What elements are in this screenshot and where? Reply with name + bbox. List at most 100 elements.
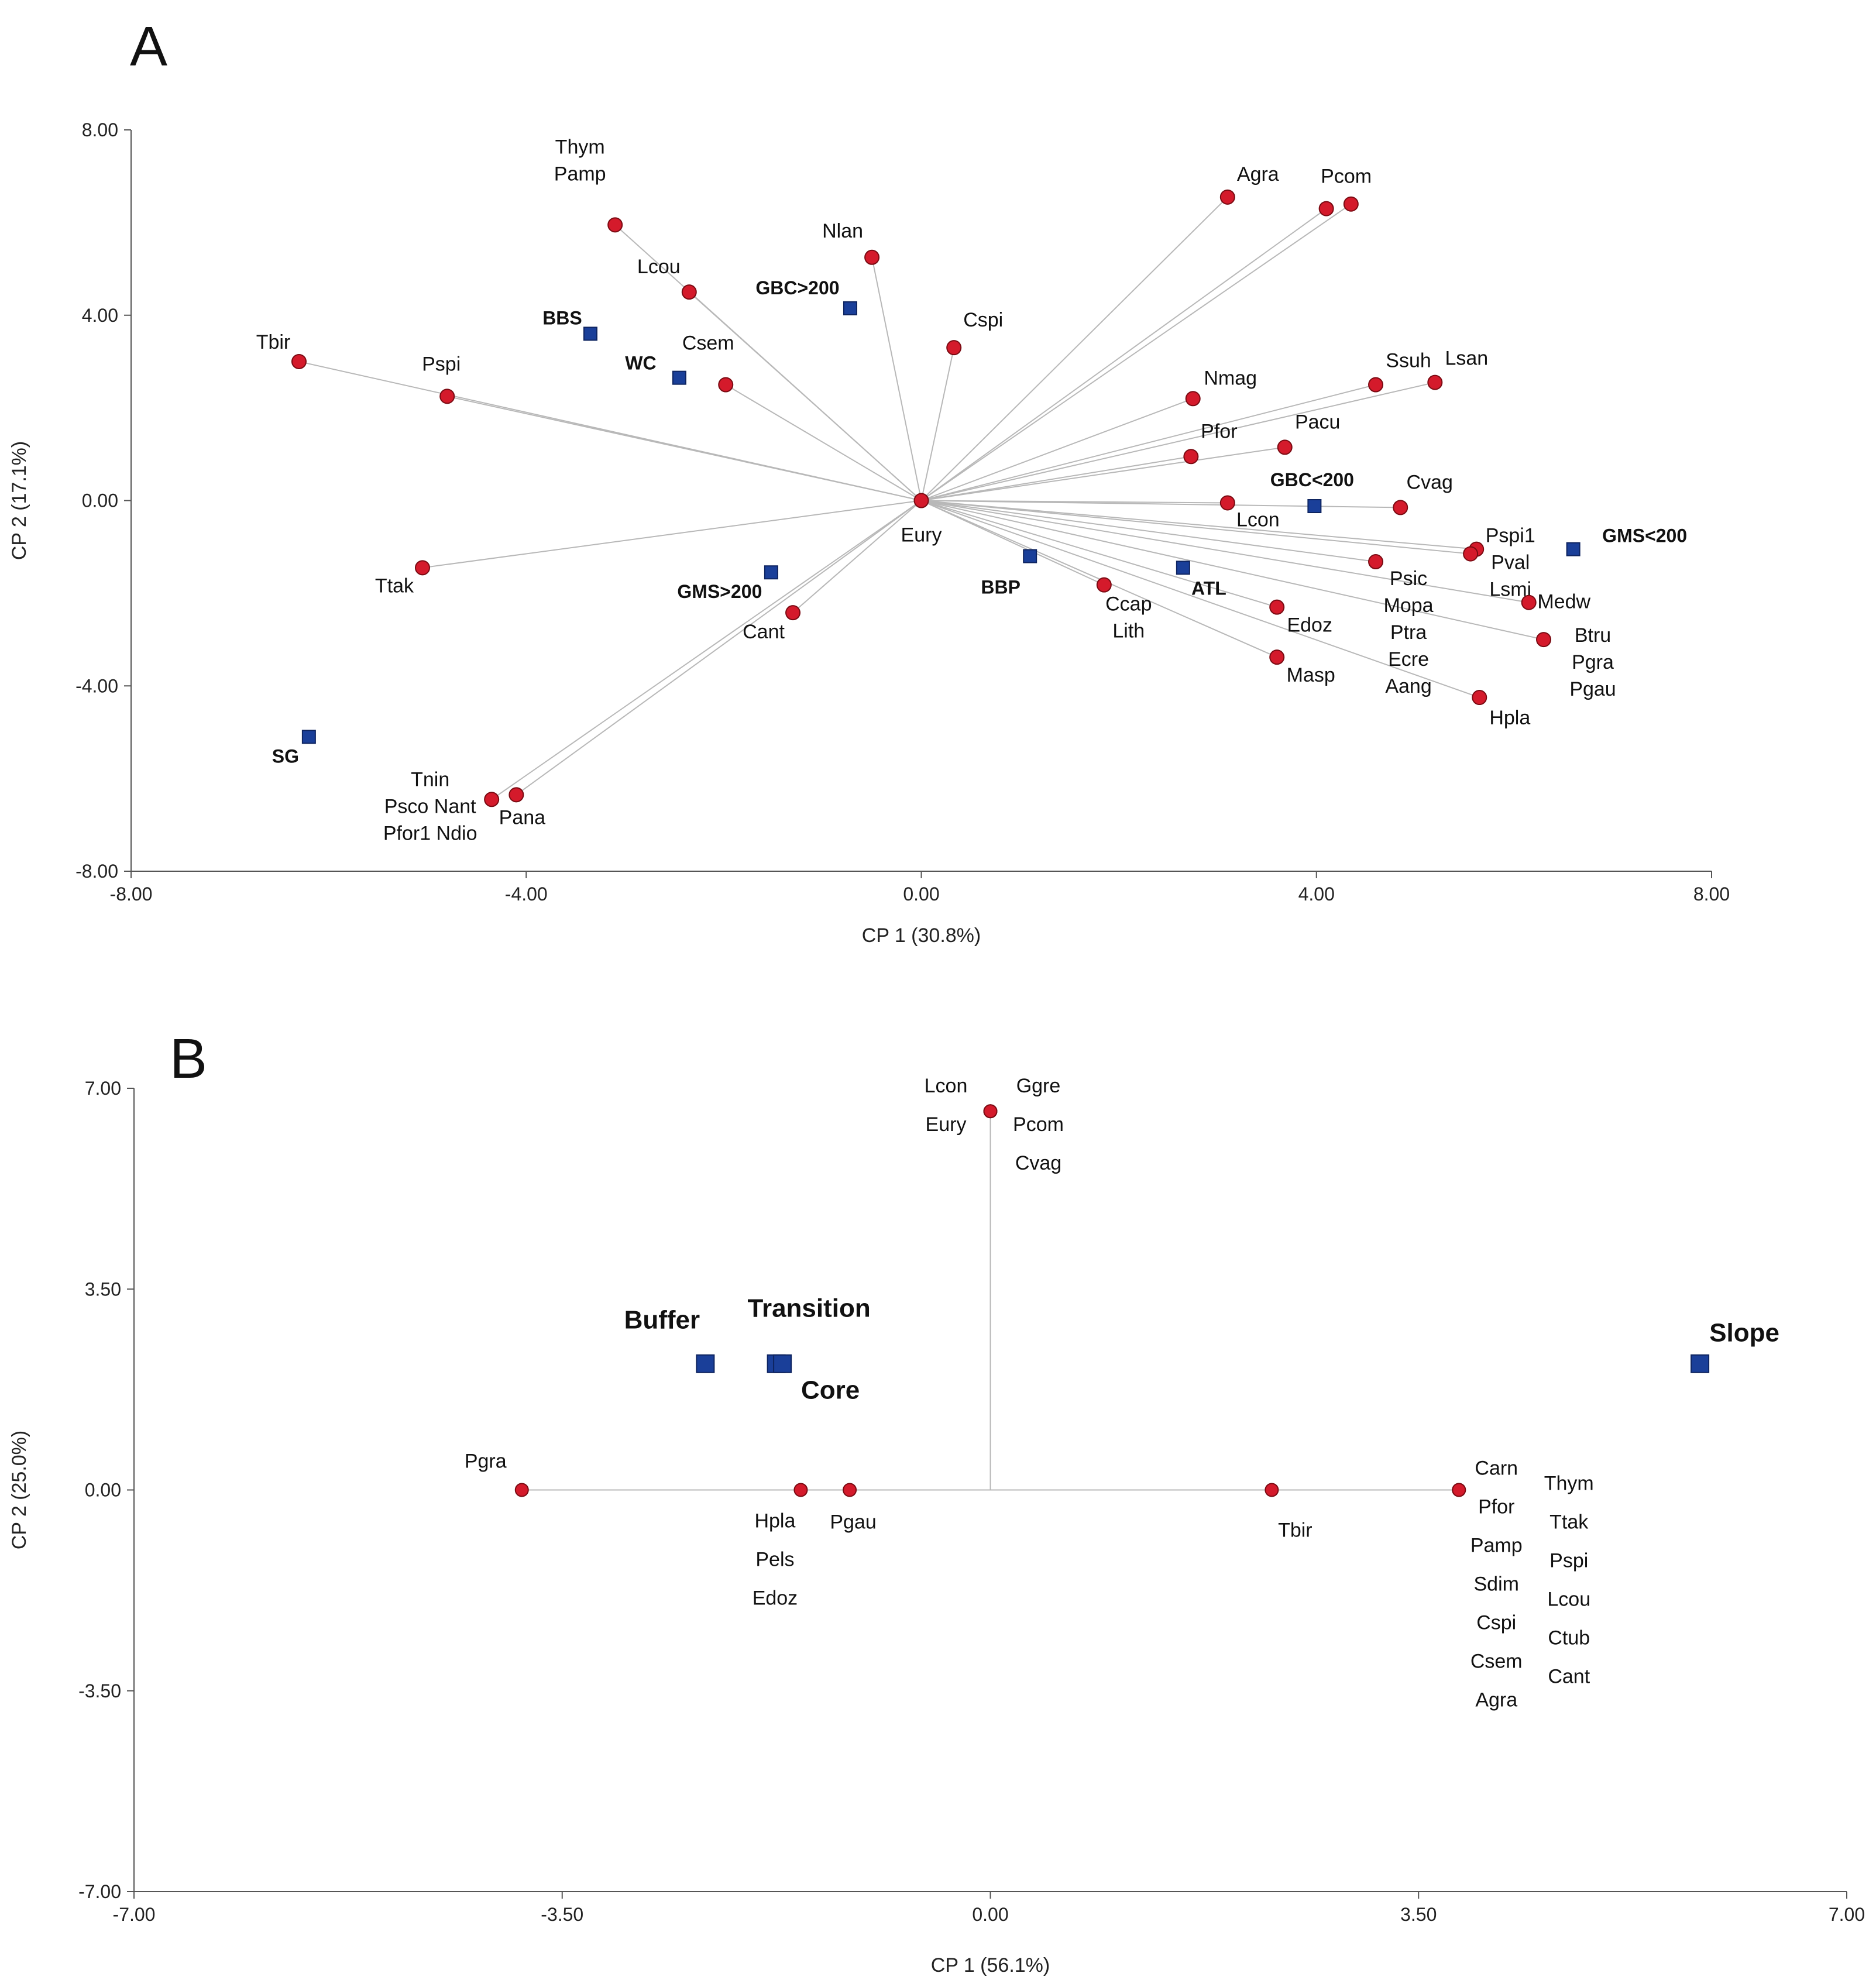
species-label: Lcon: [1236, 508, 1280, 531]
species-vector: [921, 456, 1191, 501]
species-point: [1452, 1483, 1466, 1497]
species-point: [1368, 554, 1384, 570]
y-tick-label: 0.00: [82, 490, 118, 511]
y-tick-label: 7.00: [85, 1078, 121, 1099]
species-point: [1265, 1483, 1279, 1497]
species-vector: [921, 500, 1277, 658]
species-point: [291, 353, 307, 369]
species-point: [1463, 546, 1479, 562]
species-point: [1219, 495, 1235, 511]
species-label: Sdim: [1474, 1573, 1519, 1596]
species-label: Pana: [499, 806, 545, 829]
species-point: [1183, 449, 1199, 465]
species-label: Medw: [1537, 591, 1590, 613]
species-vector: [920, 208, 1327, 501]
species-label: Ctub: [1548, 1627, 1590, 1649]
species-label: Pgra: [465, 1450, 507, 1473]
habitat-label: GMS<200: [1602, 525, 1687, 546]
species-point: [1185, 391, 1201, 407]
species-point: [681, 284, 697, 300]
species-label: Ttak: [1549, 1511, 1589, 1534]
x-tick-label: 3.50: [1400, 1904, 1437, 1925]
species-label: Ecre: [1388, 648, 1429, 671]
species-label: Cspi: [963, 309, 1003, 331]
species-label: Cant: [1548, 1666, 1590, 1688]
species-label: Lcou: [1547, 1589, 1590, 1611]
habitat-label: Transition: [748, 1294, 871, 1323]
habitat-marker: [1023, 549, 1037, 563]
species-label: Hpla: [1489, 707, 1530, 729]
habitat-marker: [301, 730, 316, 744]
species-label: Pspi: [422, 353, 461, 375]
species-vector: [921, 500, 1105, 586]
species-point: [1521, 594, 1537, 610]
species-label: Lcou: [637, 256, 681, 278]
habitat-label: Core: [801, 1376, 860, 1405]
species-label: Lith: [1112, 620, 1145, 642]
species-point: [1343, 196, 1359, 212]
y-tick-label: -4.00: [75, 675, 118, 696]
species-label: Ssuh: [1386, 350, 1431, 372]
species-label: Pacu: [1295, 411, 1341, 433]
y-tick-label: 8.00: [82, 119, 118, 140]
species-label: Pamp: [1470, 1535, 1523, 1557]
habitat-label: BBP: [981, 577, 1021, 598]
y-axis-title: CP 2 (17.1%): [8, 441, 30, 560]
species-vector: [920, 347, 955, 501]
x-tick-label: 0.00: [903, 884, 939, 905]
species-label: Carn: [1475, 1457, 1518, 1480]
species-label: Pgau: [1569, 678, 1616, 700]
species-label: Agra: [1475, 1689, 1517, 1711]
species-label: Psco Nant: [384, 795, 476, 817]
species-label: Edoz: [1287, 614, 1332, 637]
species-label: Cvag: [1407, 471, 1453, 493]
species-point: [864, 249, 880, 265]
species-vector: [920, 203, 1352, 501]
species-point: [607, 217, 623, 233]
origin-label: Eury: [901, 524, 942, 546]
habitat-marker: [764, 565, 778, 580]
species-vector: [921, 398, 1194, 501]
species-label: Ttak: [375, 575, 414, 597]
species-point: [508, 787, 524, 803]
vectors: [521, 1111, 1459, 1491]
species-label: Edoz: [753, 1587, 798, 1610]
panel-letter: A: [130, 15, 167, 78]
species-label: Tnin: [411, 768, 449, 790]
x-tick-label: 8.00: [1693, 884, 1730, 905]
species-vector: [921, 500, 1529, 603]
species-vector: [921, 384, 1376, 501]
habitat-marker: [1176, 561, 1190, 575]
habitat-marker: [773, 1354, 792, 1373]
habitat-label: GMS>200: [677, 581, 762, 602]
species-label: Tbir: [1278, 1520, 1312, 1542]
vectors: [298, 197, 1544, 800]
habitat-marker: [1566, 542, 1580, 556]
species-vector: [422, 500, 922, 569]
species-label: Pels: [755, 1549, 794, 1571]
species-label: Cvag: [1015, 1152, 1061, 1174]
species-vector: [871, 257, 922, 501]
species-label: Btru: [1575, 624, 1611, 647]
habitat-label: GBC<200: [1270, 469, 1354, 490]
species-point: [1472, 690, 1487, 706]
habitat-marker: [583, 326, 597, 341]
species-point: [785, 605, 801, 621]
species-point: [983, 1104, 998, 1119]
x-tick-label: 4.00: [1298, 884, 1335, 905]
species-label: Thym: [555, 136, 605, 158]
species-label: Cspi: [1476, 1612, 1516, 1634]
species-point: [484, 792, 500, 807]
species-vector: [921, 500, 1477, 550]
species-vector: [921, 381, 1435, 501]
species-vector: [920, 197, 1228, 501]
species-label: Eury: [926, 1113, 967, 1136]
habitat-marker: [672, 370, 686, 385]
y-tick-label: -7.00: [78, 1881, 121, 1902]
species-label: Csem: [1470, 1651, 1523, 1673]
x-axis-title: CP 1 (30.8%): [862, 924, 981, 947]
species-label: Aang: [1385, 675, 1431, 697]
habitat-label: Slope: [1709, 1319, 1779, 1347]
species-point: [793, 1483, 808, 1497]
